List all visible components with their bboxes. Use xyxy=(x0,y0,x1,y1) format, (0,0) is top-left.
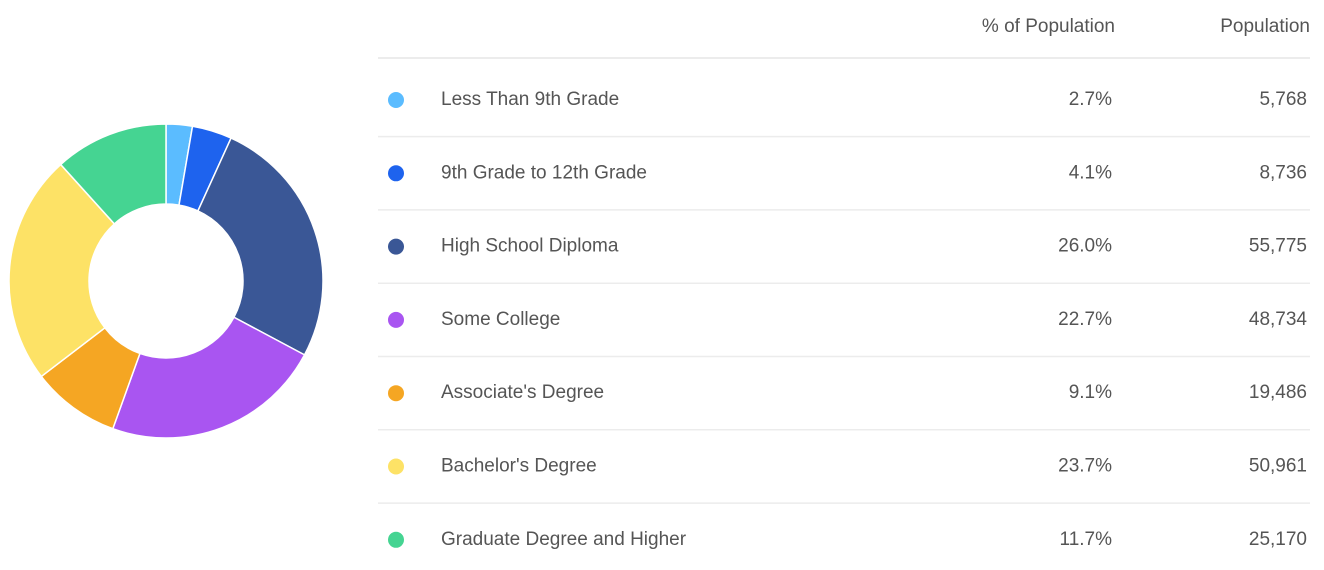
column-header: % of Population xyxy=(982,16,1115,37)
percent-label: 2.7% xyxy=(1069,89,1112,110)
donut-slice xyxy=(196,137,324,356)
legend-dot xyxy=(388,531,404,548)
column-header: Population xyxy=(1220,16,1310,37)
population-label: 19,486 xyxy=(1249,382,1307,403)
category-label: Some College xyxy=(441,309,560,330)
percent-label: 26.0% xyxy=(1058,236,1112,257)
population-label: 5,768 xyxy=(1259,89,1307,110)
category-label: Bachelor's Degree xyxy=(441,456,597,477)
legend-dot xyxy=(388,458,404,475)
percent-label: 9.1% xyxy=(1069,382,1112,403)
legend-dot xyxy=(388,238,404,255)
category-label: 9th Grade to 12th Grade xyxy=(441,162,647,183)
category-label: Less Than 9th Grade xyxy=(441,89,619,110)
legend-dot xyxy=(388,311,404,328)
donut-slice xyxy=(59,123,167,225)
percent-label: 22.7% xyxy=(1058,309,1112,330)
donut-slice xyxy=(111,316,306,439)
percent-label: 4.1% xyxy=(1069,162,1112,183)
population-label: 25,170 xyxy=(1249,529,1307,550)
population-label: 50,961 xyxy=(1249,456,1307,477)
population-label: 8,736 xyxy=(1259,162,1307,183)
population-label: 48,734 xyxy=(1249,309,1308,330)
category-label: Graduate Degree and Higher xyxy=(441,529,687,550)
percent-label: 11.7% xyxy=(1060,529,1113,550)
legend-dot xyxy=(388,385,404,402)
category-label: Associate's Degree xyxy=(441,382,604,403)
legend-dot xyxy=(388,165,404,182)
category-label: High School Diploma xyxy=(441,236,619,257)
population-label: 55,775 xyxy=(1249,236,1307,257)
legend-dot xyxy=(388,92,404,108)
percent-label: 23.7% xyxy=(1058,456,1112,477)
donut-slice xyxy=(8,163,116,378)
